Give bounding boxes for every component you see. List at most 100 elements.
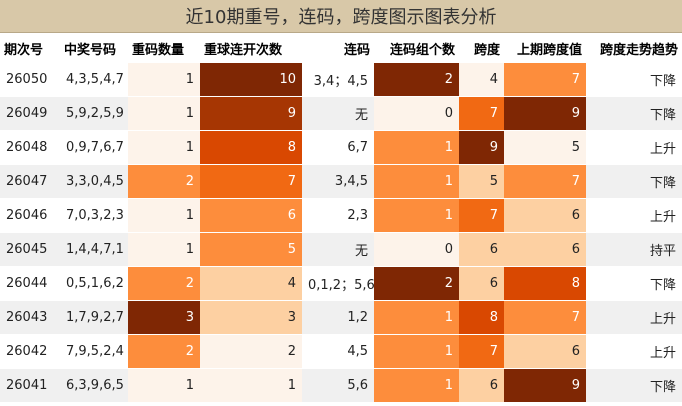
cell-prev-span: 9 <box>504 368 586 403</box>
table-row: 26048 0,9,7,6,7 1 8 6,7 1 9 5 上升 <box>0 130 682 165</box>
cell-repeat-count: 1 <box>128 198 200 233</box>
cell-span: 6 <box>459 232 504 267</box>
table-row: 26043 1,7,9,2,7 3 3 1,2 1 8 7 上升 <box>0 300 682 335</box>
cell-consec-groups: 0 <box>374 96 459 131</box>
cell-consecutive: 3,4,5 <box>302 164 374 199</box>
cell-prev-span: 7 <box>504 63 586 97</box>
cell-consec-groups: 1 <box>374 300 459 335</box>
cell-repeat-count: 1 <box>128 232 200 267</box>
table-row: 26045 1,4,4,7,1 1 5 无 0 6 6 持平 <box>0 232 682 267</box>
cell-numbers: 0,5,1,6,2 <box>60 266 128 301</box>
cell-numbers: 5,9,2,5,9 <box>60 96 128 131</box>
cell-issue: 26048 <box>0 130 60 165</box>
cell-repeat-streak: 10 <box>200 63 302 97</box>
cell-repeat-count: 1 <box>128 130 200 165</box>
cell-prev-span: 9 <box>504 96 586 131</box>
cell-issue: 26047 <box>0 164 60 199</box>
table-row: 26042 7,9,5,2,4 2 2 4,5 1 7 6 上升 <box>0 334 682 369</box>
cell-repeat-streak: 2 <box>200 334 302 369</box>
cell-trend: 上升 <box>586 334 682 369</box>
cell-prev-span: 7 <box>504 300 586 335</box>
cell-span: 6 <box>459 368 504 403</box>
header-trend: 跨度走势趋势 <box>586 33 682 63</box>
cell-repeat-streak: 5 <box>200 232 302 267</box>
cell-consecutive: 3,4；4,5 <box>302 63 374 97</box>
cell-repeat-streak: 8 <box>200 130 302 165</box>
header-numbers: 中奖号码 <box>60 33 128 63</box>
cell-repeat-count: 2 <box>128 334 200 369</box>
cell-consecutive: 0,1,2；5,6 <box>302 266 375 301</box>
cell-trend: 上升 <box>586 130 682 165</box>
cell-repeat-count: 2 <box>128 164 200 199</box>
cell-numbers: 1,7,9,2,7 <box>60 300 128 335</box>
header-repeat-streak: 重球连开次数 <box>200 33 302 63</box>
cell-consecutive: 无 <box>302 232 374 267</box>
cell-span: 7 <box>459 334 504 369</box>
cell-consecutive: 无 <box>302 96 374 131</box>
cell-consecutive: 1,2 <box>302 300 374 335</box>
cell-consec-groups: 1 <box>374 368 459 403</box>
cell-span: 5 <box>459 164 504 199</box>
cell-repeat-streak: 9 <box>200 96 302 131</box>
cell-issue: 26050 <box>0 63 60 97</box>
cell-repeat-streak: 3 <box>200 300 302 335</box>
cell-span: 8 <box>459 300 504 335</box>
cell-prev-span: 7 <box>504 164 586 199</box>
cell-issue: 26049 <box>0 96 60 131</box>
cell-trend: 下降 <box>586 96 682 131</box>
cell-consec-groups: 0 <box>374 232 459 267</box>
cell-trend: 下降 <box>586 368 682 403</box>
cell-prev-span: 6 <box>504 198 586 233</box>
cell-issue: 26041 <box>0 368 60 403</box>
cell-issue: 26042 <box>0 334 60 369</box>
cell-trend: 下降 <box>586 266 682 301</box>
cell-issue: 26045 <box>0 232 60 267</box>
cell-numbers: 4,3,5,4,7 <box>60 63 128 97</box>
cell-trend: 下降 <box>586 164 682 199</box>
header-span: 跨度 <box>459 33 504 63</box>
cell-repeat-count: 1 <box>128 63 200 97</box>
cell-span: 7 <box>459 198 504 233</box>
cell-span: 9 <box>459 130 504 165</box>
cell-repeat-count: 1 <box>128 96 200 131</box>
cell-consec-groups: 1 <box>374 130 459 165</box>
cell-numbers: 3,3,0,4,5 <box>60 164 128 199</box>
cell-consecutive: 5,6 <box>302 368 374 403</box>
cell-issue: 26046 <box>0 198 60 233</box>
cell-numbers: 0,9,7,6,7 <box>60 130 128 165</box>
cell-trend: 上升 <box>586 300 682 335</box>
cell-consec-groups: 2 <box>374 266 459 301</box>
cell-trend: 持平 <box>586 232 682 267</box>
cell-numbers: 7,9,5,2,4 <box>60 334 128 369</box>
cell-consec-groups: 2 <box>374 63 459 97</box>
cell-prev-span: 5 <box>504 130 586 165</box>
cell-consecutive: 6,7 <box>302 130 374 165</box>
header-row: 期次号 中奖号码 重码数量 重球连开次数 连码 连码组个数 跨度 上期跨度值 跨… <box>0 33 682 63</box>
cell-repeat-streak: 6 <box>200 198 302 233</box>
header-consec-groups: 连码组个数 <box>374 33 459 63</box>
header-repeat-count: 重码数量 <box>128 33 200 63</box>
lottery-analysis-table: 期次号 中奖号码 重码数量 重球连开次数 连码 连码组个数 跨度 上期跨度值 跨… <box>0 33 682 403</box>
cell-span: 6 <box>459 266 504 301</box>
page-title: 近10期重号，连码，跨度图示图表分析 <box>0 0 682 33</box>
cell-numbers: 6,3,9,6,5 <box>60 368 128 403</box>
cell-consec-groups: 1 <box>374 198 459 233</box>
cell-numbers: 1,4,4,7,1 <box>60 232 128 267</box>
cell-trend: 上升 <box>586 198 682 233</box>
table-row: 26046 7,0,3,2,3 1 6 2,3 1 7 6 上升 <box>0 198 682 233</box>
cell-numbers: 7,0,3,2,3 <box>60 198 128 233</box>
table-row: 26050 4,3,5,4,7 1 10 3,4；4,5 2 4 7 下降 <box>0 63 682 97</box>
cell-trend: 下降 <box>586 63 682 97</box>
cell-repeat-streak: 4 <box>200 266 302 301</box>
cell-consec-groups: 1 <box>374 164 459 199</box>
header-consecutive: 连码 <box>302 33 374 63</box>
cell-span: 7 <box>459 96 504 131</box>
header-prev-span: 上期跨度值 <box>504 33 586 63</box>
cell-repeat-count: 1 <box>128 368 200 403</box>
cell-consecutive: 4,5 <box>302 334 374 369</box>
cell-issue: 26044 <box>0 266 60 301</box>
cell-repeat-count: 2 <box>128 266 200 301</box>
table-row: 26049 5,9,2,5,9 1 9 无 0 7 9 下降 <box>0 96 682 131</box>
cell-prev-span: 8 <box>504 266 586 301</box>
